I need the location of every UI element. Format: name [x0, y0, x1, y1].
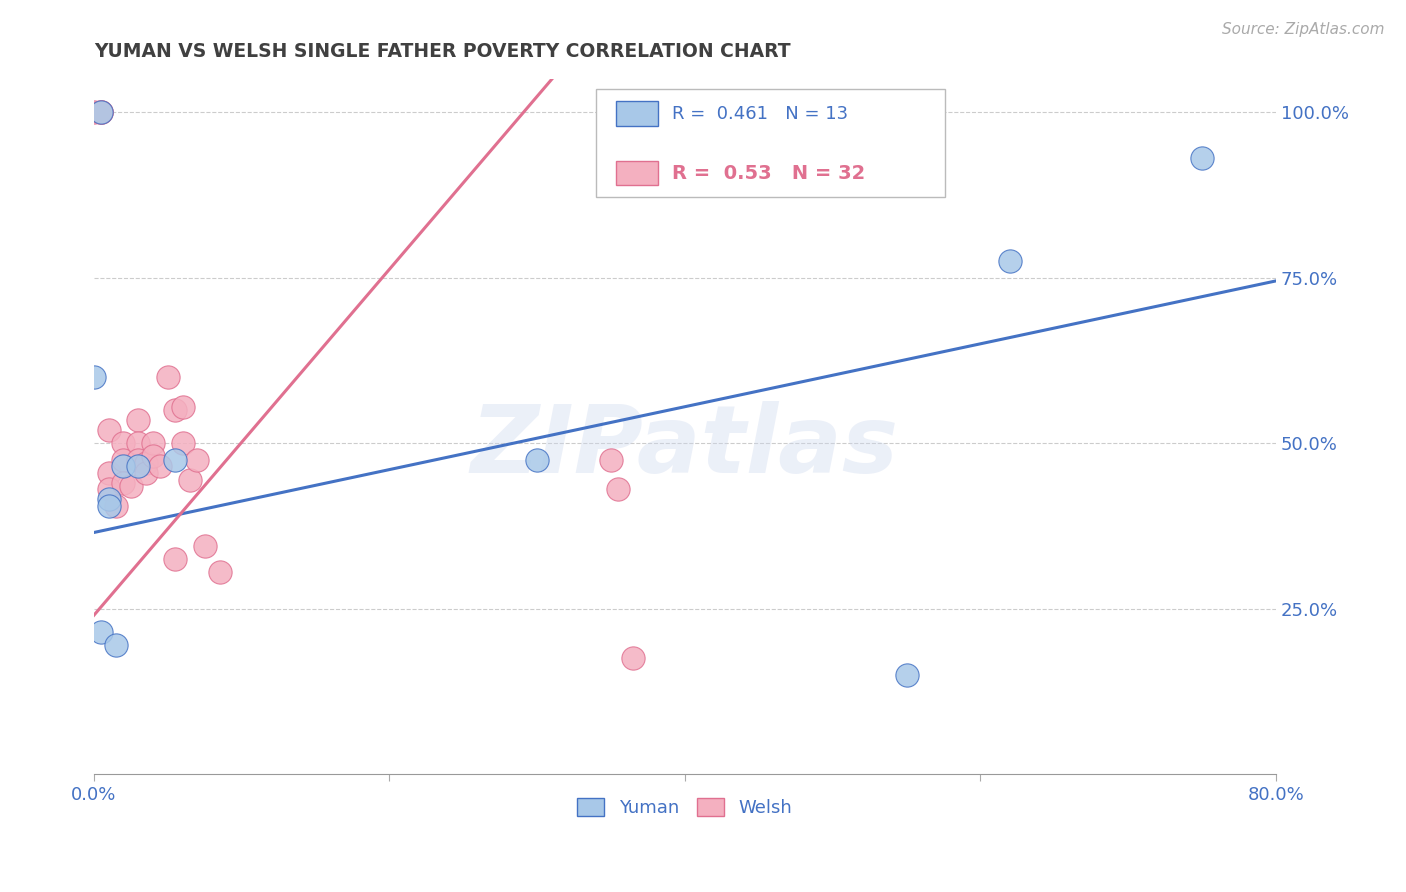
- Point: [165, 403, 187, 417]
- Point: [83, 105, 105, 120]
- Point: [172, 400, 194, 414]
- Point: [186, 452, 208, 467]
- Point: [112, 475, 135, 490]
- Point: [97, 483, 120, 497]
- Point: [97, 499, 120, 513]
- Text: Source: ZipAtlas.com: Source: ZipAtlas.com: [1222, 22, 1385, 37]
- Text: R =  0.461   N = 13: R = 0.461 N = 13: [672, 105, 848, 123]
- Point: [105, 638, 128, 652]
- Point: [112, 436, 135, 450]
- FancyBboxPatch shape: [616, 101, 658, 126]
- Point: [621, 651, 644, 665]
- Point: [998, 254, 1021, 268]
- FancyBboxPatch shape: [616, 161, 658, 186]
- Point: [90, 624, 112, 639]
- Point: [127, 459, 149, 474]
- Point: [112, 459, 135, 474]
- Point: [172, 436, 194, 450]
- Point: [179, 473, 201, 487]
- Point: [165, 552, 187, 566]
- Point: [156, 370, 179, 384]
- Point: [127, 413, 149, 427]
- Point: [83, 370, 105, 384]
- Point: [97, 423, 120, 437]
- Point: [135, 466, 157, 480]
- Point: [97, 492, 120, 507]
- Point: [112, 452, 135, 467]
- Point: [90, 105, 112, 120]
- Point: [526, 452, 548, 467]
- Point: [208, 565, 231, 579]
- Point: [896, 668, 918, 682]
- Point: [90, 105, 112, 120]
- Point: [90, 105, 112, 120]
- Point: [120, 479, 142, 493]
- Point: [142, 436, 165, 450]
- Text: YUMAN VS WELSH SINGLE FATHER POVERTY CORRELATION CHART: YUMAN VS WELSH SINGLE FATHER POVERTY COR…: [94, 42, 790, 61]
- Point: [127, 452, 149, 467]
- Point: [135, 456, 157, 470]
- Point: [127, 436, 149, 450]
- FancyBboxPatch shape: [596, 89, 945, 197]
- Point: [165, 452, 187, 467]
- Point: [90, 105, 112, 120]
- Point: [97, 466, 120, 480]
- Point: [149, 459, 172, 474]
- Point: [1191, 152, 1213, 166]
- Point: [105, 499, 128, 513]
- Point: [600, 452, 623, 467]
- Point: [194, 539, 217, 553]
- Point: [607, 483, 630, 497]
- Point: [142, 450, 165, 464]
- Text: R =  0.53   N = 32: R = 0.53 N = 32: [672, 164, 865, 183]
- Legend: Yuman, Welsh: Yuman, Welsh: [571, 790, 800, 824]
- Text: ZIPatlas: ZIPatlas: [471, 401, 898, 493]
